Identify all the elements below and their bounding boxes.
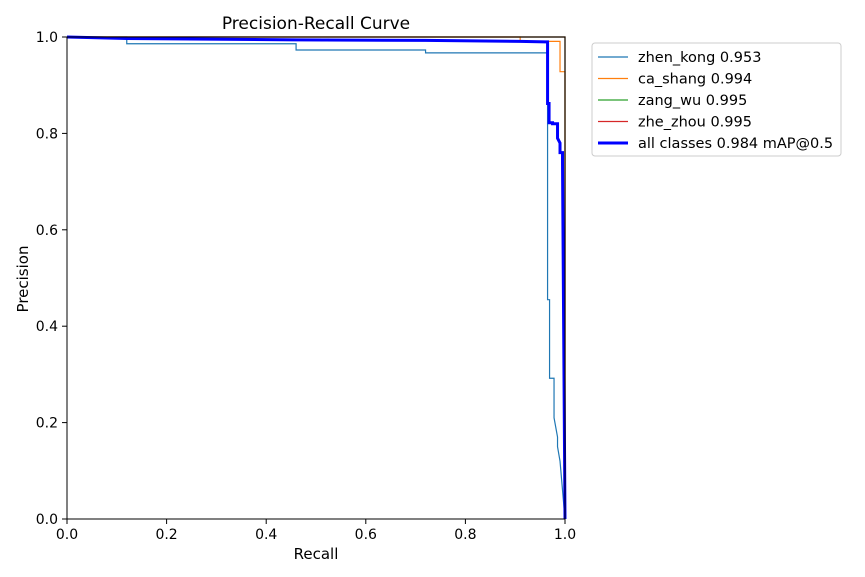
legend-label: zhe_zhou 0.995 bbox=[638, 115, 752, 131]
x-tick-label: 0.0 bbox=[56, 527, 78, 543]
legend: zhen_kong 0.953 ca_shang 0.994 zang_wu 0.9… bbox=[591, 42, 842, 157]
x-tick-label: 1.0 bbox=[554, 527, 576, 543]
series-line-all bbox=[66, 35, 567, 520]
chart-title: Precision-Recall Curve bbox=[222, 14, 410, 34]
legend-label: zang_wu 0.995 bbox=[638, 93, 747, 109]
legend-box bbox=[591, 42, 842, 157]
x-tick-label: 0.2 bbox=[155, 527, 177, 543]
y-tick-label: 0.8 bbox=[36, 126, 58, 142]
series-line-zhen-kong bbox=[67, 36, 566, 520]
plot-background bbox=[67, 37, 565, 519]
legend-label: all classes 0.984 mAP@0.5 bbox=[638, 136, 833, 152]
y-axis-title: Precision bbox=[14, 246, 32, 313]
y-tick-label: 0.4 bbox=[36, 319, 58, 335]
y-axis: 0.0 0.2 0.4 0.6 0.8 1.0 bbox=[36, 30, 67, 528]
plot-frame bbox=[66, 36, 566, 520]
y-tick-label: 0.0 bbox=[36, 512, 58, 528]
y-tick-label: 1.0 bbox=[36, 30, 58, 46]
y-tick-label: 0.2 bbox=[36, 416, 58, 432]
plot-area bbox=[66, 35, 567, 520]
y-tick-label: 0.6 bbox=[36, 223, 58, 239]
x-tick-label: 0.4 bbox=[255, 527, 277, 543]
x-axis: 0.0 0.2 0.4 0.6 0.8 1.0 bbox=[56, 519, 576, 543]
x-axis-title: Recall bbox=[294, 545, 339, 563]
x-tick-label: 0.6 bbox=[355, 527, 377, 543]
legend-label: ca_shang 0.994 bbox=[638, 72, 752, 88]
x-tick-label: 0.8 bbox=[454, 527, 476, 543]
legend-label: zhen_kong 0.953 bbox=[638, 50, 761, 66]
